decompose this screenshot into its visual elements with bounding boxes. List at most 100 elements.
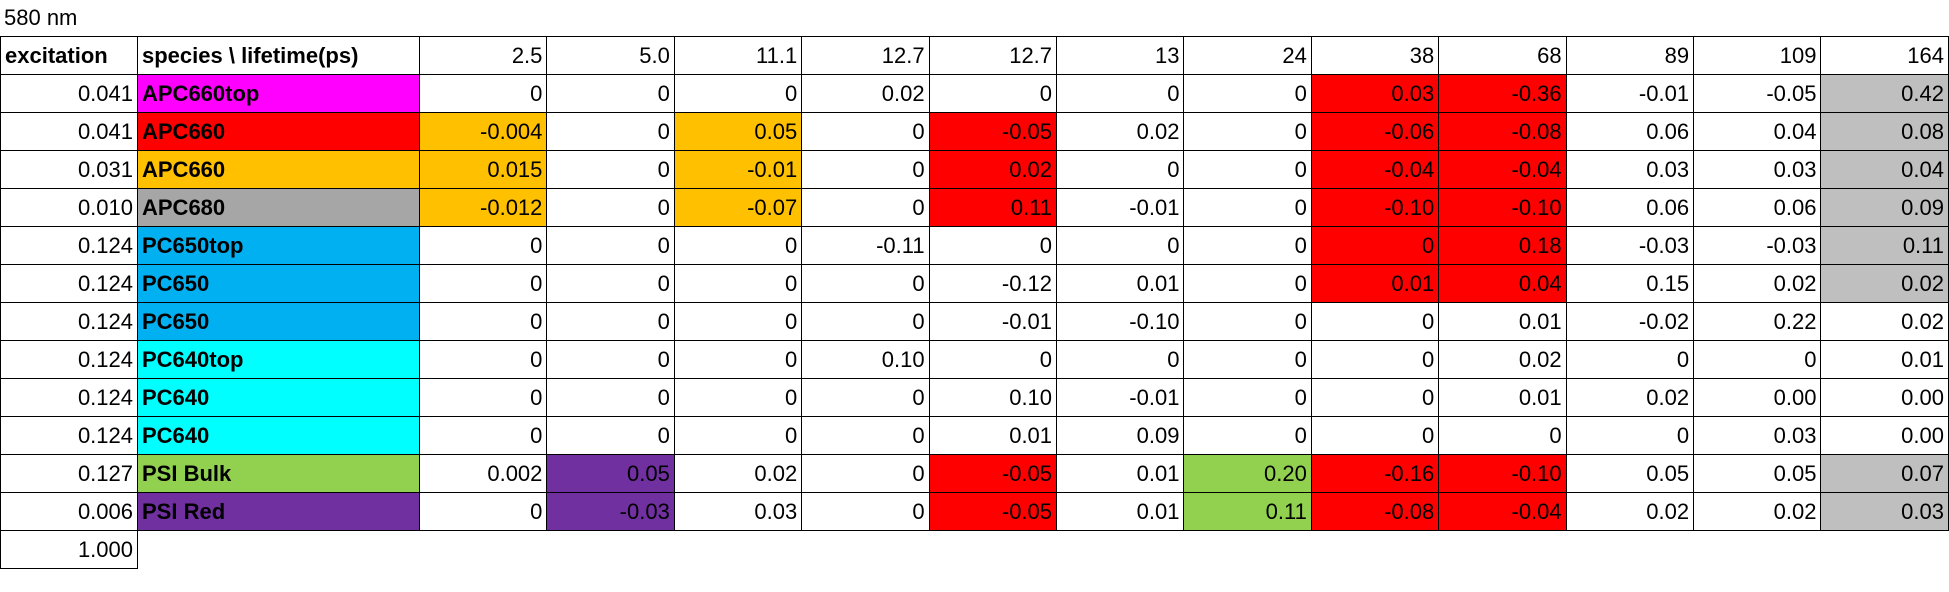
value-cell: 0.10	[928, 378, 1058, 417]
empty-cell	[420, 531, 547, 569]
value-cell: 0.18	[1438, 226, 1567, 265]
value-cell: -0.08	[1310, 492, 1440, 531]
value-cell: 0	[1183, 302, 1312, 341]
value-cell: 0.05	[673, 112, 803, 151]
value-cell: 0	[1056, 226, 1185, 265]
value-cell: -0.01	[1565, 74, 1695, 113]
empty-cell	[547, 531, 674, 569]
species-cell: APC660	[137, 150, 420, 189]
value-cell: 0.20	[1183, 454, 1312, 493]
value-cell: 0.05	[1565, 454, 1695, 493]
value-cell: -0.01	[928, 302, 1058, 341]
value-cell: 0.02	[1438, 340, 1567, 379]
value-cell: 0	[928, 74, 1058, 113]
value-cell: 0.02	[673, 454, 803, 493]
value-cell: 0.015	[418, 150, 548, 189]
excitation-cell: 0.124	[0, 378, 138, 417]
data-row: 0.124 PC650 0 0 0 0 -0.01 -0.10 0 0 0.01 -0.02 0.22 0…	[0, 302, 1949, 341]
value-cell: 0.07	[1820, 454, 1949, 493]
value-cell: 0	[1183, 378, 1312, 417]
value-cell: 0.09	[1056, 416, 1185, 455]
value-cell: 0	[928, 340, 1058, 379]
value-cell: 0	[1310, 378, 1440, 417]
value-cell: 0.09	[1820, 188, 1949, 227]
species-cell: PSI Red	[137, 492, 420, 531]
value-cell: 0.02	[1565, 492, 1695, 531]
value-cell: 0	[1183, 112, 1312, 151]
value-cell: 0	[1056, 340, 1185, 379]
value-cell: 0	[1310, 416, 1440, 455]
value-cell: 0	[418, 378, 548, 417]
species-cell: APC680	[137, 188, 420, 227]
value-cell: -0.01	[1056, 188, 1185, 227]
value-cell: 0	[673, 340, 803, 379]
value-cell: 0	[801, 112, 930, 151]
value-cell: 0	[546, 340, 675, 379]
header-lifetime: 5.0	[546, 36, 675, 75]
species-cell: APC660top	[137, 74, 420, 113]
value-cell: 0	[801, 378, 930, 417]
value-cell: -0.12	[928, 264, 1058, 303]
value-cell: -0.01	[1056, 378, 1185, 417]
value-cell: 0	[673, 302, 803, 341]
value-cell: 0	[1183, 340, 1312, 379]
value-cell: -0.10	[1310, 188, 1440, 227]
species-cell: PC650	[137, 302, 420, 341]
excitation-cell: 0.124	[0, 340, 138, 379]
value-cell: -0.03	[1693, 226, 1822, 265]
species-cell: APC660	[137, 112, 420, 151]
header-lifetime: 38	[1310, 36, 1440, 75]
species-cell: PC640top	[137, 340, 420, 379]
value-cell: -0.05	[928, 112, 1058, 151]
value-cell: 0.03	[1693, 150, 1822, 189]
empty-cell	[1566, 531, 1693, 569]
value-cell: 0	[418, 340, 548, 379]
empty-cell	[1057, 531, 1184, 569]
value-cell: 0	[801, 150, 930, 189]
value-cell: 0	[546, 188, 675, 227]
value-cell: 0.01	[1438, 378, 1567, 417]
value-cell: 0.06	[1693, 188, 1822, 227]
data-row: 0.124 PC640 0 0 0 0 0.10 -0.01 0 0 0.01 0.02 0.00 0.0…	[0, 378, 1949, 417]
value-cell: 0.22	[1693, 302, 1822, 341]
value-cell: 0.04	[1820, 150, 1949, 189]
value-cell: 0	[1565, 416, 1695, 455]
value-cell: 0.01	[1056, 454, 1185, 493]
value-cell: 0	[673, 264, 803, 303]
data-row: 0.041 APC660 -0.004 0 0.05 0 -0.05 0.02 0 -0.06 -0…	[0, 112, 1949, 151]
species-cell: PC640	[137, 416, 420, 455]
data-row: 0.127 PSI Bulk 0.002 0.05 0.02 0 -0.05 0.01 0.20…	[0, 454, 1949, 493]
value-cell: 0	[546, 74, 675, 113]
header-excitation: excitation	[0, 36, 138, 75]
empty-cell	[1439, 531, 1566, 569]
value-cell: 0.05	[546, 454, 675, 493]
empty-cell	[1821, 531, 1949, 569]
empty-cell	[674, 531, 801, 569]
total-cell: 1.000	[0, 530, 138, 569]
data-row: 0.006 PSI Red 0 -0.03 0.03 0 -0.05 0.01 0.11 -0.0…	[0, 492, 1949, 531]
value-cell: 0.03	[673, 492, 803, 531]
data-row: 0.124 PC650top 0 0 0 -0.11 0 0 0 0 0.18 -0.03 -0.03 0…	[0, 226, 1949, 265]
value-cell: 0.06	[1565, 188, 1695, 227]
empty-cell	[802, 531, 929, 569]
value-cell: 0	[1183, 188, 1312, 227]
species-cell: PC640	[137, 378, 420, 417]
value-cell: 0	[1183, 226, 1312, 265]
value-cell: 0.05	[1693, 454, 1822, 493]
header-lifetime: 164	[1820, 36, 1949, 75]
empty-cell	[929, 531, 1056, 569]
value-cell: 0	[1310, 302, 1440, 341]
value-cell: 0.02	[1056, 112, 1185, 151]
value-cell: -0.03	[546, 492, 675, 531]
value-cell: 0	[1693, 340, 1822, 379]
value-cell: 0.01	[1056, 264, 1185, 303]
header-lifetime: 13	[1056, 36, 1185, 75]
value-cell: -0.04	[1438, 150, 1567, 189]
value-cell: 0	[673, 378, 803, 417]
value-cell: 0.08	[1820, 112, 1949, 151]
value-cell: 0.01	[1438, 302, 1567, 341]
excitation-cell: 0.031	[0, 150, 138, 189]
data-row: 0.124 PC640 0 0 0 0 0.01 0.09 0 0 0 0 0.03 0.00	[0, 416, 1949, 455]
value-cell: -0.05	[928, 454, 1058, 493]
value-cell: 0.00	[1820, 416, 1949, 455]
